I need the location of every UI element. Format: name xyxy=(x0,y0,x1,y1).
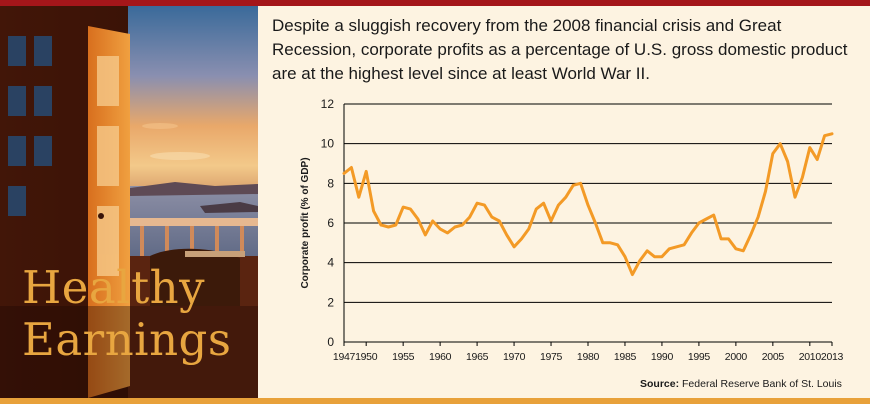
y-tick-label: 4 xyxy=(327,256,334,270)
y-tick-label: 0 xyxy=(327,335,334,349)
x-tick-label: 1965 xyxy=(466,351,489,363)
x-tick-label: 2010 xyxy=(799,351,822,363)
x-tick-label: 2005 xyxy=(762,351,785,363)
x-tick-label: 1970 xyxy=(503,351,526,363)
gridlines xyxy=(344,103,832,303)
x-tick-label: 1985 xyxy=(614,351,637,363)
y-tick-label: 12 xyxy=(321,97,335,111)
chart-description: Despite a sluggish recovery from the 200… xyxy=(272,16,848,83)
feature-title-line-2: Earnings xyxy=(22,313,232,366)
x-tick-label: 1960 xyxy=(429,351,452,363)
series-layer xyxy=(342,132,834,277)
top-accent-bar xyxy=(0,0,870,6)
series-line-0 xyxy=(342,132,834,277)
source-note: Source: Federal Reserve Bank of St. Loui… xyxy=(640,378,842,390)
x-tick-label: 2013 xyxy=(821,351,844,363)
y-tick-label: 2 xyxy=(327,295,334,309)
x-tick-label: 1995 xyxy=(688,351,711,363)
corporate-profit-line-chart: 0 2 4 6 8 10 12 1947 1950 1955 1960 1965 1970 1975 198… xyxy=(300,97,844,363)
x-tick-label: 1955 xyxy=(392,351,415,363)
x-tick-label: 1950 xyxy=(355,351,378,363)
y-axis-label: Corporate profit (% of GDP) xyxy=(300,157,311,288)
x-tick-label: 2000 xyxy=(725,351,748,363)
bottom-accent-bar xyxy=(0,398,870,404)
y-tick-label: 8 xyxy=(327,176,334,190)
source-text: Federal Reserve Bank of St. Louis xyxy=(682,378,842,390)
feature-title-line-1: Healthy xyxy=(22,261,206,314)
x-tick-label: 1990 xyxy=(651,351,674,363)
feature-title: Healthy Earnings xyxy=(22,262,231,366)
y-tick-label: 6 xyxy=(327,216,334,230)
x-tick-label: 1947 xyxy=(333,351,356,363)
tick-labels: 0 2 4 6 8 10 12 1947 1950 1955 1960 1965 1970 1975 198… xyxy=(321,97,844,363)
x-tick-label: 1975 xyxy=(540,351,563,363)
y-tick-label: 10 xyxy=(321,137,335,151)
sunset-balcony-photo xyxy=(0,6,258,398)
x-tick-label: 1980 xyxy=(577,351,600,363)
source-label: Source: xyxy=(640,378,680,390)
axes xyxy=(343,104,833,346)
